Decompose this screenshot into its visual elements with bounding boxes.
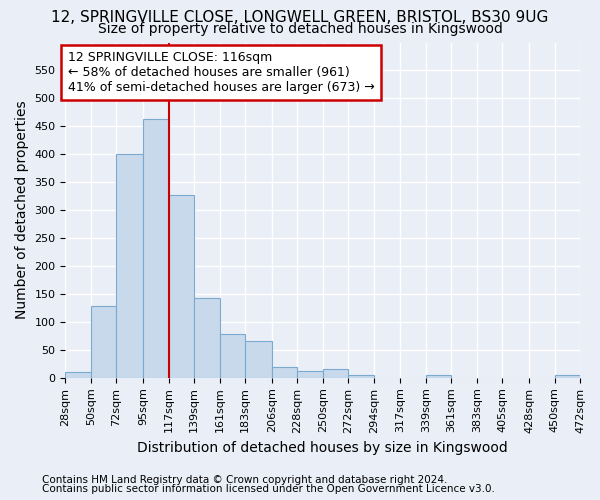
Bar [65, 372, 91, 378]
Text: 12 SPRINGVILLE CLOSE: 116sqm
← 58% of detached houses are smaller (961)
41% of s: 12 SPRINGVILLE CLOSE: 116sqm ← 58% of de… [68, 51, 374, 94]
Bar [245, 342, 272, 378]
Bar [91, 306, 116, 378]
Bar [426, 375, 451, 378]
Bar [554, 375, 580, 378]
Text: Contains public sector information licensed under the Open Government Licence v3: Contains public sector information licen… [42, 484, 495, 494]
Bar [297, 370, 323, 378]
X-axis label: Distribution of detached houses by size in Kingswood: Distribution of detached houses by size … [137, 441, 508, 455]
Bar [194, 298, 220, 378]
Text: Contains HM Land Registry data © Crown copyright and database right 2024.: Contains HM Land Registry data © Crown c… [42, 475, 448, 485]
Bar [220, 334, 245, 378]
Bar [272, 366, 297, 378]
Text: 12, SPRINGVILLE CLOSE, LONGWELL GREEN, BRISTOL, BS30 9UG: 12, SPRINGVILLE CLOSE, LONGWELL GREEN, B… [52, 10, 548, 25]
Y-axis label: Number of detached properties: Number of detached properties [15, 101, 29, 320]
Bar [143, 119, 169, 378]
Bar [323, 370, 348, 378]
Bar [116, 154, 143, 378]
Bar [169, 194, 194, 378]
Text: Size of property relative to detached houses in Kingswood: Size of property relative to detached ho… [98, 22, 502, 36]
Bar [348, 375, 374, 378]
